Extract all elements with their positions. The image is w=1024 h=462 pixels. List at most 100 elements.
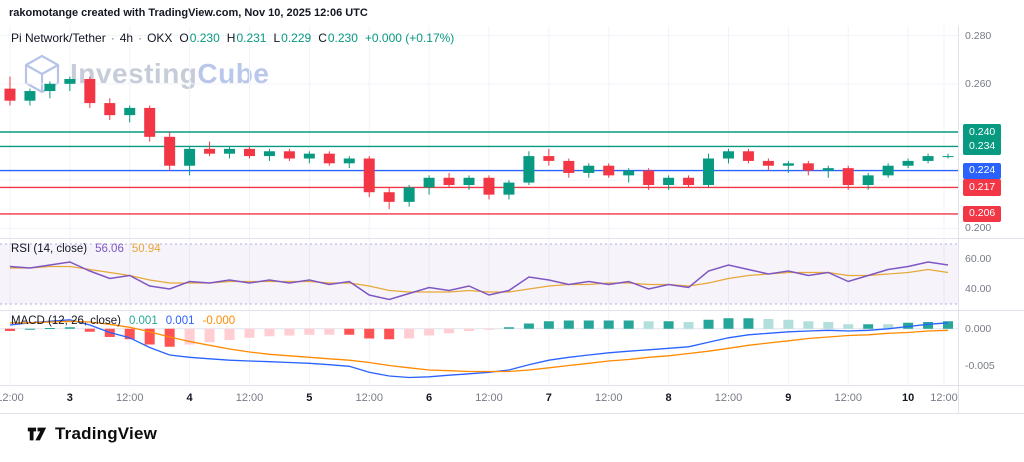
candle-body bbox=[862, 175, 874, 185]
candle-body bbox=[583, 165, 595, 173]
time-axis-label: 12:00 bbox=[930, 392, 958, 404]
time-axis-label: 12:00 bbox=[235, 392, 264, 404]
candle bbox=[343, 156, 355, 169]
candle bbox=[563, 158, 575, 178]
price-level-badge: 0.224 bbox=[963, 162, 1002, 179]
macd-histogram-bar bbox=[464, 328, 475, 331]
candle bbox=[303, 151, 315, 164]
rsi-ma-value: 50.94 bbox=[131, 243, 161, 255]
candle bbox=[283, 148, 295, 161]
candle-body bbox=[323, 153, 335, 164]
candle-body bbox=[263, 151, 275, 157]
rsi-axis-label: 60.00 bbox=[965, 253, 992, 265]
price-chart-canvas[interactable] bbox=[0, 26, 958, 238]
symbol-title[interactable]: Pi Network/Tether bbox=[11, 31, 106, 45]
macd-signal-line bbox=[10, 320, 949, 373]
attribution-text: rakomotange created with TradingView.com… bbox=[9, 7, 368, 19]
candle bbox=[663, 175, 675, 190]
time-axis-label: 12:00 bbox=[834, 392, 862, 404]
candle-body bbox=[303, 153, 315, 159]
ohlc-low-value: 0.229 bbox=[281, 31, 312, 45]
candle-body bbox=[643, 170, 655, 185]
candle bbox=[443, 172, 455, 188]
candle bbox=[603, 163, 615, 178]
macd-histogram-bar bbox=[4, 328, 15, 331]
candle bbox=[703, 153, 715, 188]
interval-label[interactable]: 4h bbox=[119, 31, 134, 45]
macd-axis[interactable]: 0.000 -0.005 bbox=[958, 310, 1024, 385]
candle bbox=[24, 88, 36, 106]
header-separator: · bbox=[110, 31, 115, 45]
macd-histogram-bar bbox=[723, 318, 734, 329]
candle bbox=[104, 98, 116, 120]
time-axis-label: 12:00 bbox=[475, 392, 503, 404]
candle-body bbox=[483, 177, 495, 195]
ohlc-open-value: 0.230 bbox=[189, 31, 220, 45]
macd-histogram-bar bbox=[703, 319, 714, 329]
time-axis-day-label: 4 bbox=[186, 392, 193, 404]
candle-body bbox=[543, 156, 555, 161]
candle-body bbox=[942, 156, 954, 158]
macd-histogram-bar bbox=[344, 328, 355, 335]
macd-histogram-bar bbox=[44, 328, 55, 329]
macd-histogram-bar bbox=[603, 320, 614, 329]
price-level-badge: 0.217 bbox=[963, 179, 1002, 196]
macd-axis-label: -0.005 bbox=[965, 360, 995, 373]
macd-histogram-bar bbox=[224, 328, 235, 340]
macd-histogram-bar bbox=[863, 324, 874, 329]
candle-body bbox=[403, 187, 415, 202]
candle-body bbox=[463, 177, 475, 185]
candle-body bbox=[762, 160, 774, 166]
candle bbox=[483, 175, 495, 200]
exchange-label: OKX bbox=[147, 31, 173, 45]
rsi-chart-canvas[interactable] bbox=[0, 238, 958, 310]
macd-histogram-bar bbox=[563, 320, 574, 329]
rsi-indicator-row[interactable]: RSI (14, close) 56.06 50.94 bbox=[11, 243, 161, 255]
macd-histogram-bar bbox=[923, 322, 934, 329]
candle bbox=[742, 148, 754, 164]
macd-histogram-bar bbox=[404, 328, 415, 339]
time-axis[interactable]: 12:00 3 12:00 4 12:00 5 12:00 6 12:00 7 12:00 8 12:0… bbox=[0, 385, 958, 413]
time-axis-day-label: 5 bbox=[306, 392, 313, 404]
candle-body bbox=[523, 156, 535, 183]
candle-body bbox=[204, 148, 216, 154]
candle-body bbox=[243, 148, 255, 157]
candle-body bbox=[343, 158, 355, 164]
ohlc-high-label: H bbox=[226, 31, 236, 45]
macd-histogram-bar bbox=[204, 328, 215, 343]
macd-histogram-bar bbox=[364, 328, 375, 339]
candle bbox=[722, 148, 734, 164]
macd-histogram-bar bbox=[683, 322, 694, 329]
candle bbox=[4, 76, 16, 106]
candle bbox=[323, 151, 335, 166]
price-axis[interactable]: 0.280 0.260 0.200 0.240 0.234 0.224 0.217 0.206 bbox=[958, 26, 1024, 238]
candle-body bbox=[283, 151, 295, 159]
macd-histogram-bar bbox=[24, 328, 35, 330]
rsi-axis[interactable]: 60.00 40.00 bbox=[958, 238, 1024, 310]
candle bbox=[243, 146, 255, 159]
price-level-badge: 0.240 bbox=[963, 123, 1002, 141]
investingcube-cube-icon bbox=[24, 54, 60, 94]
candle-body bbox=[822, 168, 834, 171]
candle bbox=[503, 180, 515, 200]
time-axis-day-label: 8 bbox=[665, 392, 672, 404]
symbol-header: Pi Network/Tether · 4h · OKX O 0.230 H 0… bbox=[11, 31, 454, 45]
macd-histogram-bar bbox=[64, 327, 75, 329]
pane-separator bbox=[0, 385, 1024, 386]
macd-indicator-label: MACD (12, 26, close) bbox=[11, 315, 121, 327]
pane-separator bbox=[0, 238, 1024, 239]
macd-histogram-bar bbox=[823, 322, 834, 329]
candle bbox=[144, 105, 156, 142]
macd-histogram-bar bbox=[444, 328, 455, 334]
macd-chart-canvas[interactable] bbox=[0, 310, 958, 385]
footer[interactable]: TradingView bbox=[26, 423, 157, 445]
candle-body bbox=[782, 163, 794, 166]
rsi-value: 56.06 bbox=[95, 243, 124, 255]
rsi-indicator-label: RSI (14, close) bbox=[11, 243, 88, 255]
macd-histogram-bar bbox=[164, 328, 175, 347]
macd-indicator-row[interactable]: MACD (12, 26, close) 0.001 0.001 -0.000 bbox=[11, 315, 235, 327]
candle bbox=[862, 172, 874, 190]
time-axis-label: 12:00 bbox=[355, 392, 383, 404]
candle bbox=[762, 158, 774, 171]
